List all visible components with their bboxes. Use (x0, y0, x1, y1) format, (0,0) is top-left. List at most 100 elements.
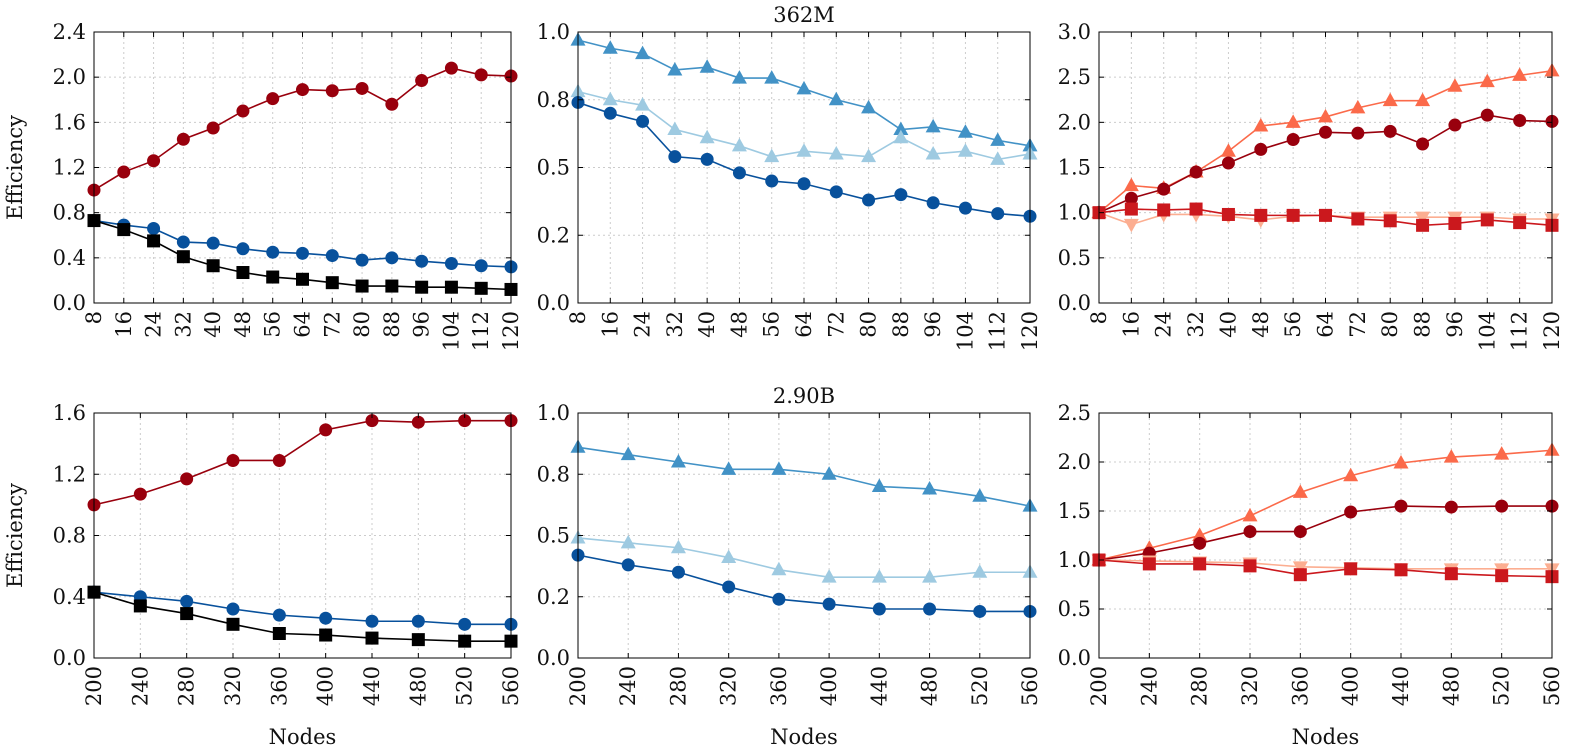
data-point (1393, 454, 1409, 469)
data-point (957, 124, 973, 138)
grid (577, 31, 1031, 304)
x-tick-label: 104 (953, 311, 977, 351)
data-point (1444, 500, 1458, 514)
x-tick-label: 200 (1087, 666, 1111, 706)
y-tick-label: 1.2 (53, 156, 86, 180)
x-tick-label: 480 (918, 666, 942, 706)
data-point (415, 74, 429, 88)
x-tick-label: 320 (1238, 666, 1262, 706)
grid (1098, 31, 1553, 304)
x-tick-label: 56 (1281, 311, 1305, 338)
x-tick-label: 72 (824, 311, 848, 338)
data-point (1415, 92, 1431, 107)
data-point (1319, 125, 1332, 139)
series-series-c (571, 95, 1037, 223)
chart-panel-top-middle: 0.0 0.2 0.5 0.8 1.0 8 16 24 32 40 48 56 64 72 80 88 96 10… (537, 3, 1042, 351)
series-line (93, 419, 511, 506)
x-tick-label: 80 (1378, 311, 1402, 338)
data-point (1243, 525, 1257, 539)
data-point (871, 569, 887, 583)
data-point (822, 597, 836, 611)
y-tick-label: 0.8 (53, 201, 86, 225)
data-point (415, 280, 429, 294)
data-point (1243, 559, 1257, 573)
data-point (1286, 132, 1300, 146)
x-tick-label: 520 (453, 666, 477, 706)
data-point (266, 245, 280, 259)
series-speedup (87, 61, 518, 197)
y-tick-label: 0.5 (1058, 597, 1091, 621)
data-point (772, 592, 786, 606)
x-tick-label: 360 (1288, 666, 1312, 706)
data-point (474, 259, 488, 273)
y-tick-label: 1.0 (1058, 548, 1091, 572)
data-point (1123, 218, 1139, 233)
x-tick-label: 48 (1249, 311, 1273, 338)
y-tick-label: 2.4 (53, 20, 86, 44)
chart-title: 362M (773, 3, 835, 27)
y-tick-label: 0.0 (1058, 291, 1091, 315)
data-point (764, 70, 780, 84)
data-point (1416, 218, 1430, 232)
data-point (667, 121, 683, 136)
data-point (635, 97, 651, 111)
series-series-d (1092, 553, 1559, 584)
y-tick-label: 1.5 (1058, 499, 1091, 523)
data-point (1416, 137, 1430, 151)
data-point (147, 234, 161, 248)
x-tick-label: 440 (867, 666, 891, 706)
data-point (411, 633, 425, 647)
x-tick-label: 112 (986, 311, 1010, 351)
y-axis-label: Efficiency (3, 483, 27, 588)
y-tick-label: 0.8 (53, 524, 86, 548)
data-point (411, 415, 425, 429)
data-point (1495, 569, 1509, 583)
x-tick-label: 40 (1216, 311, 1240, 338)
axes-frame (93, 412, 512, 659)
y-tick-label: 0.8 (537, 462, 570, 486)
y-tick-label: 0.2 (537, 223, 570, 247)
y-tick-label: 2.5 (1058, 65, 1091, 89)
data-point (272, 453, 286, 467)
x-axis-label: Nodes (269, 725, 337, 749)
grid (577, 412, 1031, 659)
x-tick-label: 400 (817, 666, 841, 706)
data-point (176, 250, 190, 264)
data-point (1382, 92, 1398, 107)
x-tick-label: 520 (1490, 666, 1514, 706)
data-point (893, 121, 909, 136)
data-point (922, 569, 938, 583)
series-speedup (87, 414, 518, 512)
x-tick-label: 200 (566, 666, 590, 706)
data-point (635, 45, 651, 60)
x-tick-label: 8 (566, 311, 590, 324)
x-tick-label: 16 (1119, 311, 1143, 338)
data-point (1513, 114, 1527, 128)
data-point (133, 599, 147, 613)
data-point (444, 256, 458, 270)
data-point (1221, 156, 1235, 170)
data-point (1319, 208, 1332, 222)
data-point (1293, 525, 1307, 539)
x-tick-label: 88 (380, 311, 404, 338)
x-tick-label: 240 (616, 666, 640, 706)
x-tick-label: 64 (1314, 311, 1338, 338)
data-point (721, 461, 737, 475)
data-point (325, 84, 339, 98)
series-efficiency (87, 214, 518, 274)
data-point (1343, 467, 1359, 482)
data-point (771, 561, 787, 576)
data-point (731, 70, 747, 84)
data-point (355, 81, 369, 95)
series-series-c (571, 548, 1037, 618)
data-point (180, 594, 194, 608)
data-point (1344, 562, 1358, 576)
data-point (797, 177, 811, 191)
data-point (1512, 67, 1528, 81)
data-point (117, 223, 131, 237)
y-tick-label: 0.8 (537, 88, 570, 112)
data-point (1448, 118, 1462, 132)
data-point (474, 281, 488, 295)
series-series-b (570, 83, 1038, 165)
data-point (1394, 499, 1408, 513)
